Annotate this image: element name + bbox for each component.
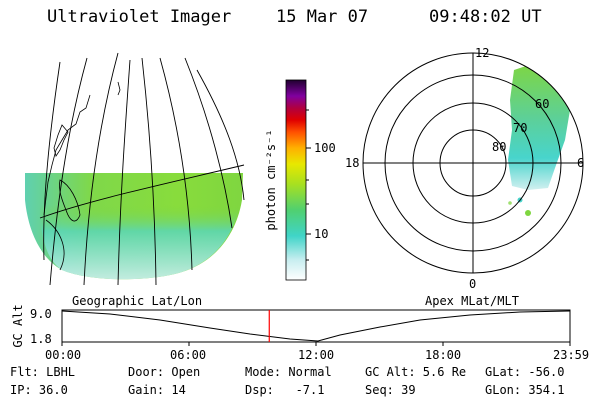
timeline-ytick-top: 9.0: [30, 307, 52, 321]
mlat-label-80: 80: [492, 140, 507, 154]
gc-altitude-curve: [61, 310, 571, 342]
colorbar-tick-10: 10: [314, 227, 329, 241]
status-gain: Gain: 14: [128, 383, 186, 397]
geographic-panel-label: Geographic Lat/Lon: [72, 294, 203, 308]
timeline-xtick-2359: 23:59: [553, 348, 590, 362]
apex-panel-label: Apex MLat/MLT: [425, 294, 519, 308]
mlat-label-70: 70: [513, 121, 528, 135]
status-door: Door: Open: [128, 365, 201, 379]
mlt-label-0: 0: [469, 277, 477, 291]
time-label: 09:48:02 UT: [429, 7, 542, 27]
timeline-ytick-bottom: 1.8: [30, 332, 52, 346]
polar-mlat-mlt-plot: [362, 52, 584, 274]
status-mode: Mode: Normal: [245, 365, 332, 379]
colorbar: [285, 79, 311, 281]
mlt-label-12: 12: [475, 46, 490, 60]
status-gc-alt: GC Alt: 5.6 Re: [365, 365, 467, 379]
mlt-label-18: 18: [345, 156, 360, 170]
colorbar-unit-label: photon cm⁻²s⁻¹: [264, 129, 278, 231]
status-filter: Flt: LBHL: [10, 365, 76, 379]
date-label: 15 Mar 07: [276, 7, 369, 27]
timeline-xtick-1200: 12:00: [298, 348, 335, 362]
status-glat: GLat: -56.0: [485, 365, 565, 379]
instrument-title: Ultraviolet Imager: [47, 7, 232, 27]
status-glon: GLon: 354.1: [485, 383, 565, 397]
status-ip: IP: 36.0: [10, 383, 68, 397]
orbit-timeline: [61, 309, 571, 346]
timeline-xtick-0000: 00:00: [45, 348, 82, 362]
status-seq: Seq: 39: [365, 383, 416, 397]
mlat-label-60: 60: [535, 97, 550, 111]
timeline-xtick-0600: 06:00: [170, 348, 207, 362]
geographic-map-panel: [25, 52, 245, 286]
colorbar-tick-100: 100: [314, 141, 336, 155]
mlt-label-6: 6: [577, 156, 585, 170]
uv-emission-polar: [508, 62, 570, 190]
timeline-axis-label: GC Alt: [11, 304, 25, 348]
colorbar-scale: [285, 79, 307, 281]
status-dsp: Dsp: -7.1: [245, 383, 325, 397]
timeline-xtick-1800: 18:00: [425, 348, 462, 362]
